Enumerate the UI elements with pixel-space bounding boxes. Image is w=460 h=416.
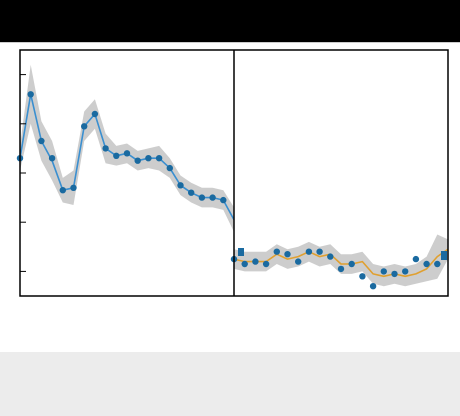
right-data-point-2 — [252, 258, 259, 265]
left-data-point-7 — [91, 110, 99, 118]
chart-svg — [16, 49, 449, 297]
right-data-point-7 — [305, 248, 313, 255]
left-data-point-18 — [209, 194, 216, 201]
left-data-point-13 — [155, 155, 163, 162]
right-series-line — [233, 248, 449, 278]
right-data-point-8 — [316, 248, 323, 255]
right-data-point-10 — [337, 265, 345, 273]
left-data-point-6 — [81, 123, 88, 130]
right-data-point-6 — [295, 258, 302, 265]
left-data-point-11 — [134, 157, 141, 164]
right-data-point-15 — [391, 270, 398, 278]
right-data-point-19 — [434, 260, 441, 268]
left-data-point-17 — [198, 194, 206, 201]
right-data-point-4 — [273, 248, 280, 255]
data-points — [16, 91, 447, 290]
source-note-area — [0, 352, 460, 416]
left-data-point-8 — [102, 145, 109, 152]
left-data-point-9 — [113, 152, 120, 159]
left-data-point-5 — [70, 184, 77, 191]
right-data-point-1 — [241, 260, 248, 268]
left-data-point-12 — [145, 155, 152, 162]
right-data-point-16 — [402, 268, 409, 275]
left-data-point-15 — [177, 182, 184, 189]
right-data-point-17 — [412, 255, 420, 263]
right-data-point-13 — [369, 283, 377, 290]
left-data-point-16 — [188, 189, 195, 196]
left-data-point-14 — [166, 164, 173, 172]
right-data-point-3 — [262, 260, 270, 268]
right-data-point-11 — [348, 260, 355, 268]
left-data-point-2 — [38, 137, 45, 145]
right-data-point-9 — [327, 253, 334, 260]
split-marker-left — [238, 248, 244, 256]
right-data-point-14 — [380, 268, 387, 275]
left-data-point-1 — [27, 91, 34, 98]
left-data-point-3 — [48, 155, 56, 162]
left-data-point-19 — [220, 196, 227, 204]
right-data-point-18 — [423, 260, 430, 268]
chart-title-bar — [0, 0, 460, 43]
plot-frame — [19, 49, 449, 297]
left-data-point-4 — [59, 187, 66, 194]
split-marker-right — [441, 251, 447, 260]
left-data-point-10 — [123, 150, 131, 157]
left-confidence-band — [20, 64, 234, 232]
right-data-point-12 — [359, 273, 366, 280]
right-data-point-5 — [284, 251, 291, 258]
